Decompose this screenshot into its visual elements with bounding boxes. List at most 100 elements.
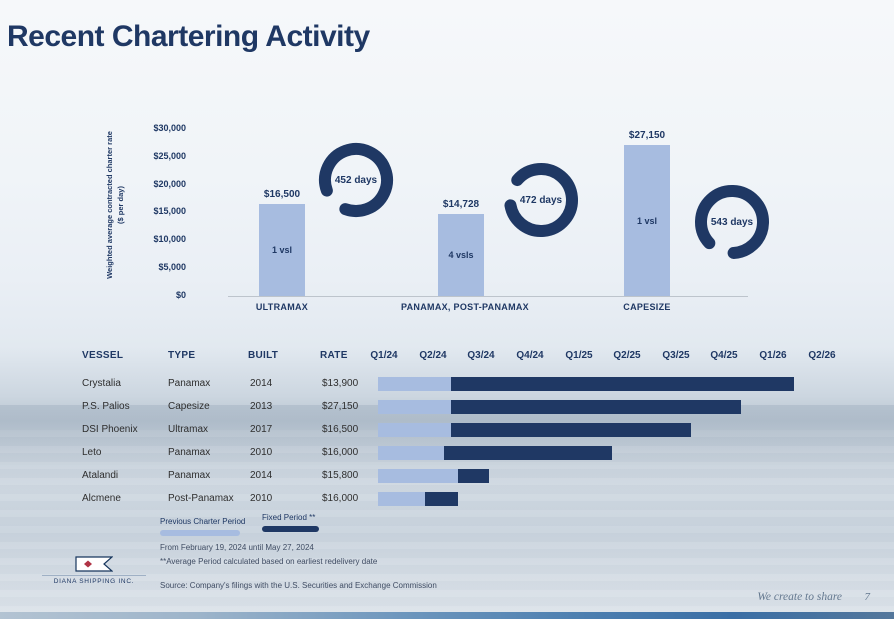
column-header-type: TYPE: [168, 350, 196, 361]
fixed-period-bar: [451, 423, 691, 437]
previous-period-bar: [378, 377, 452, 391]
y-tick-label: $5,000: [158, 262, 186, 272]
page-title: Recent Chartering Activity: [7, 20, 370, 53]
table-row: Leto Panamax 2010 $16,000: [0, 442, 894, 464]
vessel-built: 2014: [250, 470, 273, 481]
y-tick-label: $10,000: [153, 234, 186, 244]
days-label: 452 days: [334, 174, 378, 186]
y-tick-label: $0: [175, 290, 186, 300]
vessel-rate: $27,150: [322, 401, 359, 412]
vessel-built: 2010: [250, 447, 273, 458]
vessel-rate: $15,800: [322, 470, 359, 481]
quarter-header: Q2/24: [419, 350, 447, 361]
bar-value-label: $16,500: [263, 189, 301, 200]
table-row: DSI Phoenix Ultramax 2017 $16,500: [0, 419, 894, 441]
legend-previous-swatch: [160, 530, 240, 536]
vessel-rate: $16,000: [322, 447, 359, 458]
table-row: Atalandi Panamax 2014 $15,800: [0, 465, 894, 487]
fixed-period-bar: [443, 446, 612, 460]
table-row: Alcmene Post-Panamax 2010 $16,000: [0, 488, 894, 510]
vessel-built: 2010: [250, 493, 273, 504]
column-header-built: BUILT: [248, 350, 279, 361]
y-axis-label-line2: ($ per day): [116, 186, 126, 224]
fixed-period-bar: [458, 469, 490, 483]
y-tick-label: $15,000: [153, 206, 186, 216]
days-ring-ultramax: 452 days: [314, 138, 398, 222]
quarter-header: Q2/25: [613, 350, 641, 361]
vessel-count-label: 1 vsl: [271, 245, 293, 255]
quarter-header: Q4/25: [710, 350, 738, 361]
legend-fixed-label: Fixed Period **: [262, 513, 316, 522]
quarter-header: Q1/24: [370, 350, 398, 361]
company-name: DIANA SHIPPING INC.: [42, 575, 146, 585]
footnote-average: **Average Period calculated based on ear…: [160, 557, 378, 566]
quarter-header: Q1/26: [759, 350, 787, 361]
bar-group-ultramax: $16,500 1 vsl: [259, 189, 305, 296]
bar-panamax: 4 vsls: [438, 214, 484, 296]
column-header-vessel: VESSEL: [82, 350, 124, 361]
quarter-header: Q3/25: [662, 350, 690, 361]
previous-period-bar: [378, 446, 444, 460]
category-label-capesize: CAPESIZE: [623, 302, 671, 312]
fixed-period-bar: [425, 492, 459, 506]
table-row: Crystalia Panamax 2014 $13,900: [0, 373, 894, 395]
vessel-rate: $16,000: [322, 493, 359, 504]
bar-capesize: 1 vsl: [624, 145, 670, 296]
footnote-period: From February 19, 2024 until May 27, 202…: [160, 543, 314, 552]
company-logo: DIANA SHIPPING INC.: [42, 556, 146, 585]
burgee-flag-icon: [75, 556, 113, 572]
y-tick-label: $20,000: [153, 179, 186, 189]
category-label-panamax: PANAMAX, POST-PANAMAX: [401, 302, 529, 312]
vessel-built: 2014: [250, 378, 273, 389]
days-ring-panamax: 472 days: [499, 158, 583, 242]
vessel-name: Alcmene: [82, 493, 121, 504]
ring-arc-icon: [504, 163, 578, 237]
y-tick-label: $25,000: [153, 151, 186, 161]
fixed-period-bar: [451, 377, 795, 391]
vessel-rate: $16,500: [322, 424, 359, 435]
vessel-rate: $13,900: [322, 378, 359, 389]
days-label: 543 days: [710, 216, 754, 228]
vessel-type: Ultramax: [168, 424, 209, 435]
quarter-header: Q1/25: [565, 350, 593, 361]
previous-period-bar: [378, 492, 426, 506]
vessel-type: Panamax: [168, 470, 211, 481]
vessel-name: Leto: [82, 447, 102, 458]
tagline: We create to share: [757, 591, 842, 603]
days-label: 472 days: [519, 194, 563, 206]
quarter-header: Q2/26: [808, 350, 836, 361]
quarter-header: Q4/24: [516, 350, 544, 361]
bar-value-label: $27,150: [628, 130, 666, 141]
y-tick-label: $30,000: [153, 123, 186, 133]
table-row: P.S. Palios Capesize 2013 $27,150: [0, 396, 894, 418]
vessel-built: 2017: [250, 424, 273, 435]
category-label-ultramax: ULTRAMAX: [255, 302, 309, 312]
vessel-name: Atalandi: [82, 470, 119, 481]
ring-arc-icon: [695, 185, 769, 259]
x-axis-line: [228, 296, 748, 297]
legend-previous-label: Previous Charter Period: [160, 517, 246, 526]
bar-group-panamax: $14,728 4 vsls: [438, 199, 484, 296]
ring-arc-icon: [319, 143, 393, 218]
y-axis-label-line1: Weighted average contracted charter rate: [105, 131, 114, 279]
quarter-header: Q3/24: [467, 350, 495, 361]
bar-ultramax: 1 vsl: [259, 204, 305, 296]
bar-group-capesize: $27,150 1 vsl: [624, 130, 670, 296]
vessel-type: Panamax: [168, 378, 211, 389]
column-header-rate: RATE: [320, 350, 348, 361]
footer-gradient-strip: [0, 612, 894, 619]
vessel-count-label: 4 vsls: [448, 250, 474, 260]
previous-period-bar: [378, 400, 452, 414]
page-number: 7: [864, 591, 871, 603]
legend-fixed-swatch: [262, 526, 319, 532]
vessel-type: Panamax: [168, 447, 211, 458]
fixed-period-bar: [451, 400, 741, 414]
previous-period-bar: [378, 469, 459, 483]
vessel-count-label: 1 vsl: [636, 215, 658, 226]
vessel-name: DSI Phoenix: [82, 424, 138, 435]
vessel-type: Post-Panamax: [168, 493, 234, 504]
footnote-source: Source: Company's filings with the U.S. …: [160, 581, 437, 590]
previous-period-bar: [378, 423, 452, 437]
bar-value-label: $14,728: [442, 199, 480, 210]
